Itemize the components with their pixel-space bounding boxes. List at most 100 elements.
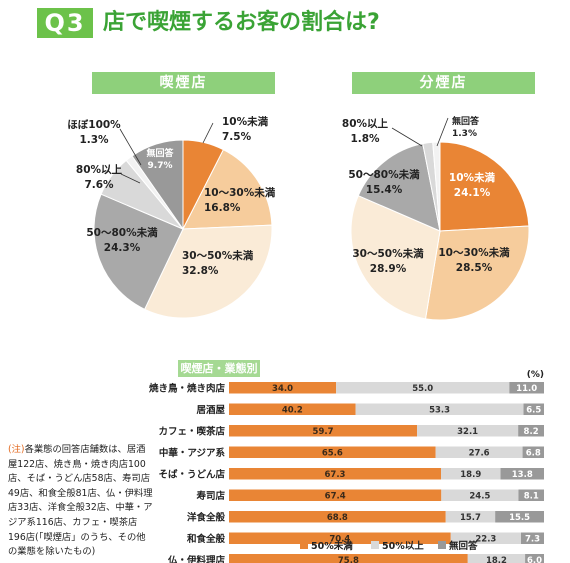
pie-separated-leader-5 — [436, 117, 449, 147]
pie-smoking-leader-0 — [202, 122, 214, 144]
pie-smoking-value-1: 16.8% — [204, 202, 241, 214]
bar-category-5: 寿司店 — [196, 490, 225, 502]
pie-smoking-slice-3 — [93, 193, 184, 310]
bar-value-4-1: 18.9 — [460, 470, 481, 480]
legend-swatch-0 — [300, 541, 308, 549]
bar-category-2: カフェ・喫茶店 — [158, 426, 225, 438]
legend-label-1: 50%以上 — [382, 540, 424, 552]
bar-3-2 — [522, 446, 544, 458]
bar-unit: (%) — [527, 370, 544, 380]
bar-category-0: 焼き鳥・焼き肉店 — [149, 383, 226, 395]
bar-value-2-1: 32.1 — [457, 427, 478, 437]
bar-5-2 — [518, 489, 544, 501]
legend-swatch-1 — [371, 541, 379, 549]
pie-smoking-value-3: 24.3% — [104, 242, 141, 254]
bar-value-5-2: 8.1 — [524, 492, 539, 502]
pie-separated-label-1: 10〜30%未満 — [438, 246, 510, 259]
bar-7-1 — [450, 532, 522, 544]
bar-7-0 — [229, 532, 451, 544]
bar-0-0 — [229, 382, 337, 394]
bar-6-1 — [445, 511, 496, 523]
bar-value-7-2: 7.3 — [525, 535, 540, 545]
pie-separated-header: 分煙店 — [352, 72, 535, 94]
pie-separated-value-5: 1.3% — [452, 129, 477, 139]
bar-value-1-0: 40.2 — [282, 406, 303, 416]
bar-2-2 — [518, 425, 544, 437]
bar-value-1-1: 53.3 — [429, 406, 450, 416]
legend-label-0: 50%未満 — [311, 540, 353, 552]
bar-value-3-2: 6.8 — [526, 449, 541, 459]
bar-8-2 — [525, 554, 544, 563]
bar-7-2 — [521, 532, 544, 544]
bar-value-2-2: 8.2 — [524, 427, 539, 437]
legend-swatch-2 — [438, 541, 446, 549]
legend-label-2: 無回答 — [449, 540, 478, 552]
bar-1-0 — [229, 403, 356, 415]
bar-value-6-1: 15.7 — [460, 513, 481, 523]
bar-1-1 — [355, 403, 524, 415]
pie-separated-value-2: 28.9% — [370, 263, 407, 275]
bar-3-1 — [435, 446, 523, 458]
pie-separated-value-3: 15.4% — [366, 184, 403, 196]
pie-separated-label-0: 10%未満 — [449, 171, 496, 184]
bar-value-0-0: 34.0 — [272, 384, 293, 394]
bar-category-6: 洋食全般 — [187, 512, 226, 524]
footnote: (注)各業態の回答店舗数は、居酒屋122店、焼き鳥・焼き肉店100店、そば・うど… — [8, 443, 153, 560]
pie-smoking-label-0: 10%未満 — [222, 115, 269, 128]
pie-separated-slice-2 — [350, 194, 441, 320]
pie-smoking-label-6: 無回答 — [146, 147, 174, 159]
pie-separated-label-2: 30〜50%未満 — [352, 247, 424, 260]
pie-smoking-label-1: 10〜30%未満 — [204, 186, 276, 199]
pie-smoking-slice-1 — [182, 149, 273, 230]
bar-4-2 — [500, 468, 544, 480]
pie-separated-slice-5 — [432, 141, 441, 232]
pie-separated-slice-1 — [424, 225, 530, 321]
bar-value-3-1: 27.6 — [469, 449, 490, 459]
pie-separated-value-1: 28.5% — [456, 262, 493, 274]
bar-value-8-2: 6.0 — [527, 556, 542, 563]
bar-5-1 — [441, 489, 519, 501]
pie-smoking-label-3: 50〜80%未満 — [86, 226, 158, 239]
bar-value-4-2: 13.8 — [512, 470, 533, 480]
bar-0-1 — [336, 382, 510, 394]
pie-separated-label-3: 50〜80%未満 — [348, 168, 420, 181]
pie-separated-value-0: 24.1% — [454, 187, 491, 199]
pie-separated-label-4: 80%以上 — [342, 117, 389, 130]
bar-value-6-0: 68.8 — [327, 513, 348, 523]
pie-smoking-value-5: 1.3% — [79, 134, 109, 146]
bar-value-2-0: 59.7 — [313, 427, 334, 437]
pie-separated-leader-4 — [391, 127, 423, 147]
question-badge: Q3 — [37, 8, 93, 38]
bar-value-0-2: 11.0 — [516, 384, 537, 394]
pie-separated-slice-0 — [439, 141, 530, 232]
bar-value-7-0: 70.4 — [329, 535, 350, 545]
pie-separated-label-5: 無回答 — [452, 115, 480, 127]
pie-separated-value-4: 1.8% — [350, 133, 380, 145]
pie-smoking-leader-4 — [120, 173, 141, 184]
bar-3-0 — [229, 446, 436, 458]
pie-smoking-slice-6 — [131, 139, 184, 231]
bar-8-0 — [229, 554, 468, 563]
pie-smoking-value-0: 7.5% — [222, 131, 252, 143]
bar-2-0 — [229, 425, 418, 437]
pie-smoking-header: 喫煙店 — [92, 72, 275, 94]
pie-smoking-label-2: 30〜50%未満 — [182, 249, 254, 262]
bar-value-5-1: 24.5 — [469, 492, 490, 502]
pie-smoking-value-2: 32.8% — [182, 265, 219, 277]
bar-8-1 — [467, 554, 526, 563]
bar-value-3-0: 65.6 — [322, 449, 343, 459]
bar-value-1-2: 6.5 — [526, 406, 541, 416]
pie-smoking-slice-2 — [143, 224, 273, 319]
pie-smoking-label-4: 80%以上 — [76, 163, 123, 176]
pie-smoking-leader-5 — [119, 128, 142, 166]
bar-value-7-1: 22.3 — [475, 535, 496, 545]
footnote-prefix: (注) — [8, 444, 25, 455]
bar-1-2 — [523, 403, 544, 415]
bar-chart-title: 喫煙店・業態別 — [178, 360, 260, 377]
page-title: 店で喫煙するお客の割合は? — [103, 10, 380, 35]
bar-category-7: 和食全般 — [186, 533, 226, 545]
bar-2-1 — [417, 425, 519, 437]
bar-value-5-0: 67.4 — [325, 492, 346, 502]
bar-category-1: 居酒屋 — [196, 404, 225, 416]
bar-value-4-0: 67.3 — [325, 470, 346, 480]
